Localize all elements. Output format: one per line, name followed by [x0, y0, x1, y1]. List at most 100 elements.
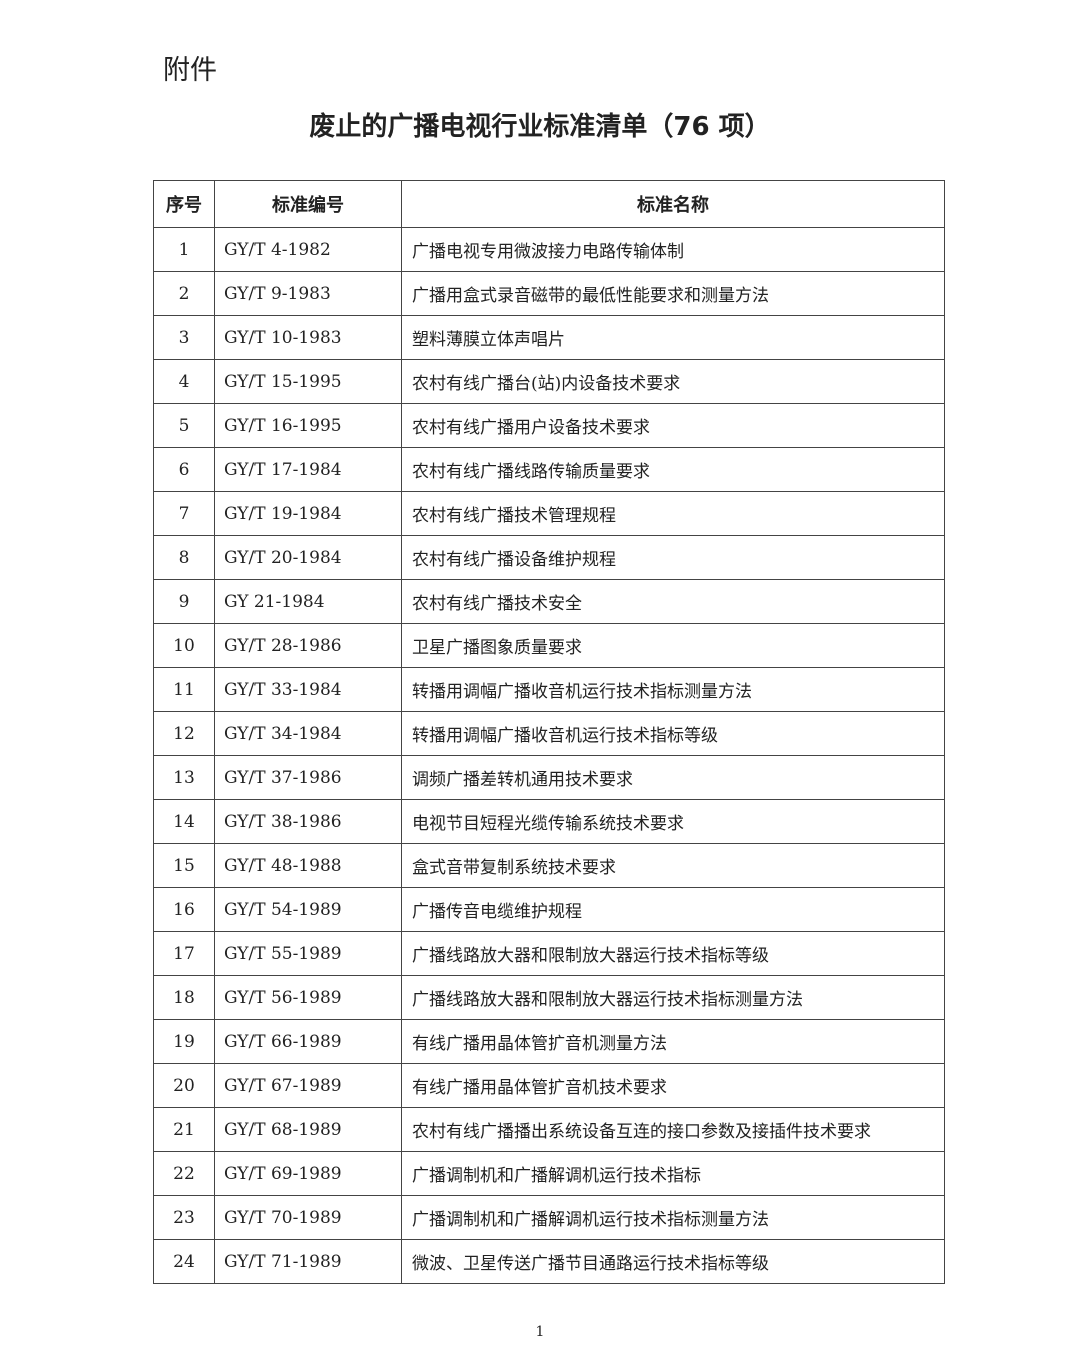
standard-name: 微波、卫星传送广播节目通路运行技术指标等级 [401, 1239, 945, 1284]
standard-code: GY/T 9-1983 [214, 271, 402, 316]
row-index: 7 [153, 491, 215, 536]
standard-code: GY/T 16-1995 [214, 403, 402, 448]
standard-name: 调频广播差转机通用技术要求 [401, 755, 945, 800]
table-row: 9 GY 21-1984 农村有线广播技术安全 [153, 579, 945, 624]
row-index: 15 [153, 843, 215, 888]
standard-code: GY/T 38-1986 [214, 799, 402, 844]
header-code: 标准编号 [214, 180, 402, 228]
table-row: 12 GY/T 34-1984 转播用调幅广播收音机运行技术指标等级 [153, 711, 945, 756]
row-index: 13 [153, 755, 215, 800]
standard-name: 塑料薄膜立体声唱片 [401, 315, 945, 360]
row-index: 16 [153, 887, 215, 932]
table-row: 6 GY/T 17-1984 农村有线广播线路传输质量要求 [153, 447, 945, 492]
standard-name: 农村有线广播播出系统设备互连的接口参数及接插件技术要求 [401, 1107, 945, 1152]
table-row: 20 GY/T 67-1989 有线广播用晶体管扩音机技术要求 [153, 1063, 945, 1108]
table-row: 13 GY/T 37-1986 调频广播差转机通用技术要求 [153, 755, 945, 800]
row-index: 14 [153, 799, 215, 844]
table-row: 24 GY/T 71-1989 微波、卫星传送广播节目通路运行技术指标等级 [153, 1239, 945, 1284]
standard-name: 有线广播用晶体管扩音机测量方法 [401, 1019, 945, 1064]
row-index: 5 [153, 403, 215, 448]
table-row: 5 GY/T 16-1995 农村有线广播用户设备技术要求 [153, 403, 945, 448]
row-index: 20 [153, 1063, 215, 1108]
standard-name: 广播传音电缆维护规程 [401, 887, 945, 932]
header-index: 序号 [153, 180, 215, 228]
standard-name: 转播用调幅广播收音机运行技术指标等级 [401, 711, 945, 756]
row-index: 1 [153, 227, 215, 272]
table-row: 18 GY/T 56-1989 广播线路放大器和限制放大器运行技术指标测量方法 [153, 975, 945, 1020]
row-index: 11 [153, 667, 215, 712]
attachment-label: 附件 [163, 55, 217, 86]
document-title: 废止的广播电视行业标准清单（76 项） [309, 112, 771, 142]
standard-name: 广播电视专用微波接力电路传输体制 [401, 227, 945, 272]
row-index: 8 [153, 535, 215, 580]
standard-code: GY 21-1984 [214, 579, 402, 624]
standard-code: GY/T 33-1984 [214, 667, 402, 712]
table-row: 1 GY/T 4-1982 广播电视专用微波接力电路传输体制 [153, 227, 945, 272]
standards-table: 序号 标准编号 标准名称 1 GY/T 4-1982 广播电视专用微波接力电路传输体… [153, 180, 945, 1284]
standard-code: GY/T 55-1989 [214, 931, 402, 976]
standard-name: 广播线路放大器和限制放大器运行技术指标等级 [401, 931, 945, 976]
table-row: 15 GY/T 48-1988 盒式音带复制系统技术要求 [153, 843, 945, 888]
table-row: 8 GY/T 20-1984 农村有线广播设备维护规程 [153, 535, 945, 580]
row-index: 19 [153, 1019, 215, 1064]
row-index: 2 [153, 271, 215, 316]
row-index: 3 [153, 315, 215, 360]
standard-name: 广播用盒式录音磁带的最低性能要求和测量方法 [401, 271, 945, 316]
table-row: 19 GY/T 66-1989 有线广播用晶体管扩音机测量方法 [153, 1019, 945, 1064]
table-row: 3 GY/T 10-1983 塑料薄膜立体声唱片 [153, 315, 945, 360]
standard-name: 广播调制机和广播解调机运行技术指标测量方法 [401, 1195, 945, 1240]
standard-name: 电视节目短程光缆传输系统技术要求 [401, 799, 945, 844]
standard-code: GY/T 19-1984 [214, 491, 402, 536]
standard-code: GY/T 28-1986 [214, 623, 402, 668]
standard-code: GY/T 34-1984 [214, 711, 402, 756]
table-row: 10 GY/T 28-1986 卫星广播图象质量要求 [153, 623, 945, 668]
row-index: 6 [153, 447, 215, 492]
table-row: 11 GY/T 33-1984 转播用调幅广播收音机运行技术指标测量方法 [153, 667, 945, 712]
row-index: 4 [153, 359, 215, 404]
standard-code: GY/T 10-1983 [214, 315, 402, 360]
page-number: 1 [535, 1324, 545, 1340]
row-index: 21 [153, 1107, 215, 1152]
standard-code: GY/T 68-1989 [214, 1107, 402, 1152]
table-row: 7 GY/T 19-1984 农村有线广播技术管理规程 [153, 491, 945, 536]
table-header: 序号 标准编号 标准名称 [153, 180, 945, 228]
row-index: 17 [153, 931, 215, 976]
table-row: 22 GY/T 69-1989 广播调制机和广播解调机运行技术指标 [153, 1151, 945, 1196]
table-row: 23 GY/T 70-1989 广播调制机和广播解调机运行技术指标测量方法 [153, 1195, 945, 1240]
table-row: 2 GY/T 9-1983 广播用盒式录音磁带的最低性能要求和测量方法 [153, 271, 945, 316]
standard-name: 农村有线广播技术安全 [401, 579, 945, 624]
standard-name: 农村有线广播设备维护规程 [401, 535, 945, 580]
standard-code: GY/T 70-1989 [214, 1195, 402, 1240]
standard-name: 农村有线广播线路传输质量要求 [401, 447, 945, 492]
standard-code: GY/T 69-1989 [214, 1151, 402, 1196]
table-row: 14 GY/T 38-1986 电视节目短程光缆传输系统技术要求 [153, 799, 945, 844]
standard-code: GY/T 66-1989 [214, 1019, 402, 1064]
header-name: 标准名称 [401, 180, 945, 228]
standard-code: GY/T 4-1982 [214, 227, 402, 272]
standard-name: 广播线路放大器和限制放大器运行技术指标测量方法 [401, 975, 945, 1020]
standard-code: GY/T 48-1988 [214, 843, 402, 888]
standard-name: 转播用调幅广播收音机运行技术指标测量方法 [401, 667, 945, 712]
table-row: 21 GY/T 68-1989 农村有线广播播出系统设备互连的接口参数及接插件技术要… [153, 1107, 945, 1152]
standard-name: 卫星广播图象质量要求 [401, 623, 945, 668]
row-index: 22 [153, 1151, 215, 1196]
standard-code: GY/T 56-1989 [214, 975, 402, 1020]
standard-name: 有线广播用晶体管扩音机技术要求 [401, 1063, 945, 1108]
standard-name: 农村有线广播用户设备技术要求 [401, 403, 945, 448]
standard-name: 盒式音带复制系统技术要求 [401, 843, 945, 888]
row-index: 9 [153, 579, 215, 624]
standard-code: GY/T 67-1989 [214, 1063, 402, 1108]
standard-name: 农村有线广播台(站)内设备技术要求 [401, 359, 945, 404]
row-index: 23 [153, 1195, 215, 1240]
standard-code: GY/T 37-1986 [214, 755, 402, 800]
table-row: 16 GY/T 54-1989 广播传音电缆维护规程 [153, 887, 945, 932]
standard-name: 农村有线广播技术管理规程 [401, 491, 945, 536]
row-index: 18 [153, 975, 215, 1020]
standard-code: GY/T 20-1984 [214, 535, 402, 580]
standard-name: 广播调制机和广播解调机运行技术指标 [401, 1151, 945, 1196]
row-index: 10 [153, 623, 215, 668]
standard-code: GY/T 54-1989 [214, 887, 402, 932]
standard-code: GY/T 15-1995 [214, 359, 402, 404]
table-row: 4 GY/T 15-1995 农村有线广播台(站)内设备技术要求 [153, 359, 945, 404]
